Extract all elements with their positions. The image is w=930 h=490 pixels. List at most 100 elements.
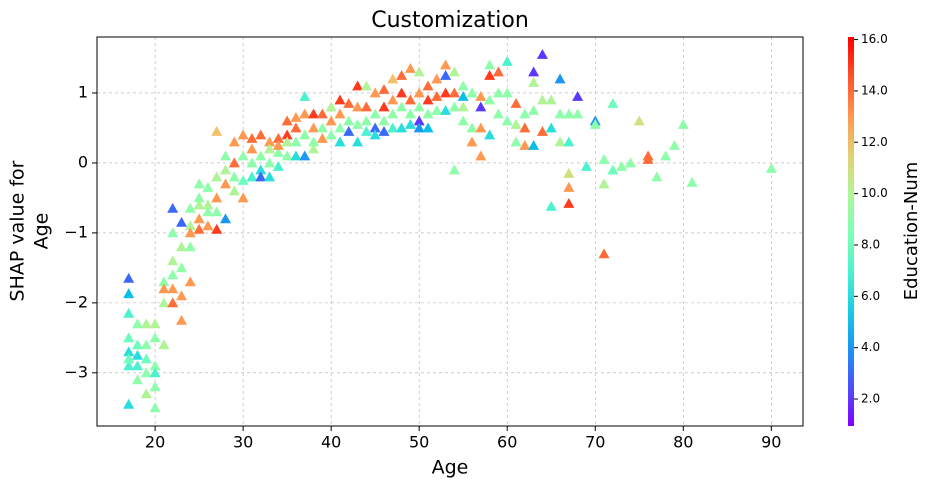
point [686, 177, 698, 187]
point [149, 318, 161, 329]
point [440, 69, 452, 80]
point [308, 136, 320, 147]
y-axis-label: SHAP value for Age [7, 160, 53, 301]
point [281, 150, 293, 161]
point [158, 283, 170, 294]
point [308, 122, 320, 133]
point [492, 66, 504, 77]
point [668, 139, 680, 150]
point [484, 129, 496, 140]
point [167, 227, 179, 238]
point [184, 227, 196, 238]
point [378, 83, 390, 94]
point [528, 104, 540, 115]
point [131, 349, 143, 360]
point [123, 353, 135, 364]
point [413, 122, 425, 133]
plot-frame [96, 36, 804, 427]
point [220, 164, 232, 175]
x-tick-label: 50 [409, 433, 429, 452]
point [123, 272, 135, 283]
point [237, 129, 249, 140]
colorbar-tick-label: 2.0 [861, 392, 880, 406]
point [607, 164, 619, 175]
point [396, 101, 408, 112]
point [202, 199, 214, 210]
point [501, 115, 513, 126]
y-tick-label: −1 [64, 222, 88, 241]
point [123, 332, 135, 343]
point [528, 66, 540, 77]
point [149, 360, 161, 371]
point [167, 297, 179, 308]
point [563, 198, 575, 208]
point [563, 136, 575, 147]
point [202, 181, 214, 192]
point [237, 174, 249, 185]
y-tick-label: 0 [78, 152, 88, 171]
point [272, 146, 284, 157]
point [140, 367, 152, 378]
point [466, 136, 478, 147]
point [404, 118, 416, 129]
point [448, 66, 460, 77]
point [211, 206, 223, 217]
point [211, 192, 223, 203]
point [167, 269, 179, 280]
point [149, 381, 161, 392]
point [431, 73, 443, 84]
point [202, 220, 214, 231]
y-tick-label: 1 [78, 82, 88, 101]
point [457, 101, 469, 112]
point [255, 150, 267, 161]
point [167, 202, 179, 213]
point [158, 297, 170, 308]
point [343, 97, 355, 108]
point [519, 108, 531, 119]
point [220, 178, 232, 189]
point [167, 255, 179, 266]
point [228, 185, 240, 196]
point [123, 288, 135, 299]
point [176, 216, 188, 227]
point [237, 150, 249, 161]
point [246, 171, 258, 182]
point [325, 101, 337, 112]
point [440, 59, 452, 70]
point [193, 213, 205, 224]
point [457, 80, 469, 91]
point [167, 283, 179, 294]
point [404, 62, 416, 73]
point [290, 111, 302, 122]
colorbar-tick-label: 12.0 [861, 135, 888, 149]
point [598, 248, 610, 259]
point [352, 136, 364, 147]
point [387, 94, 399, 105]
point [563, 108, 575, 119]
point [413, 101, 425, 112]
point [316, 108, 328, 119]
point [131, 339, 143, 350]
x-tick-label: 80 [673, 433, 693, 452]
point [316, 122, 328, 133]
point [360, 80, 372, 91]
point [228, 171, 240, 182]
point [492, 108, 504, 119]
point [140, 353, 152, 364]
point [281, 115, 293, 126]
point [519, 139, 531, 150]
point [228, 136, 240, 147]
point [140, 388, 152, 399]
point [484, 59, 496, 70]
point [264, 171, 276, 182]
point [501, 55, 513, 66]
point [255, 129, 267, 140]
point [572, 108, 584, 119]
point [624, 157, 636, 168]
point [369, 129, 381, 140]
point [220, 213, 232, 224]
point [651, 171, 663, 182]
point [387, 108, 399, 119]
point [396, 122, 408, 133]
